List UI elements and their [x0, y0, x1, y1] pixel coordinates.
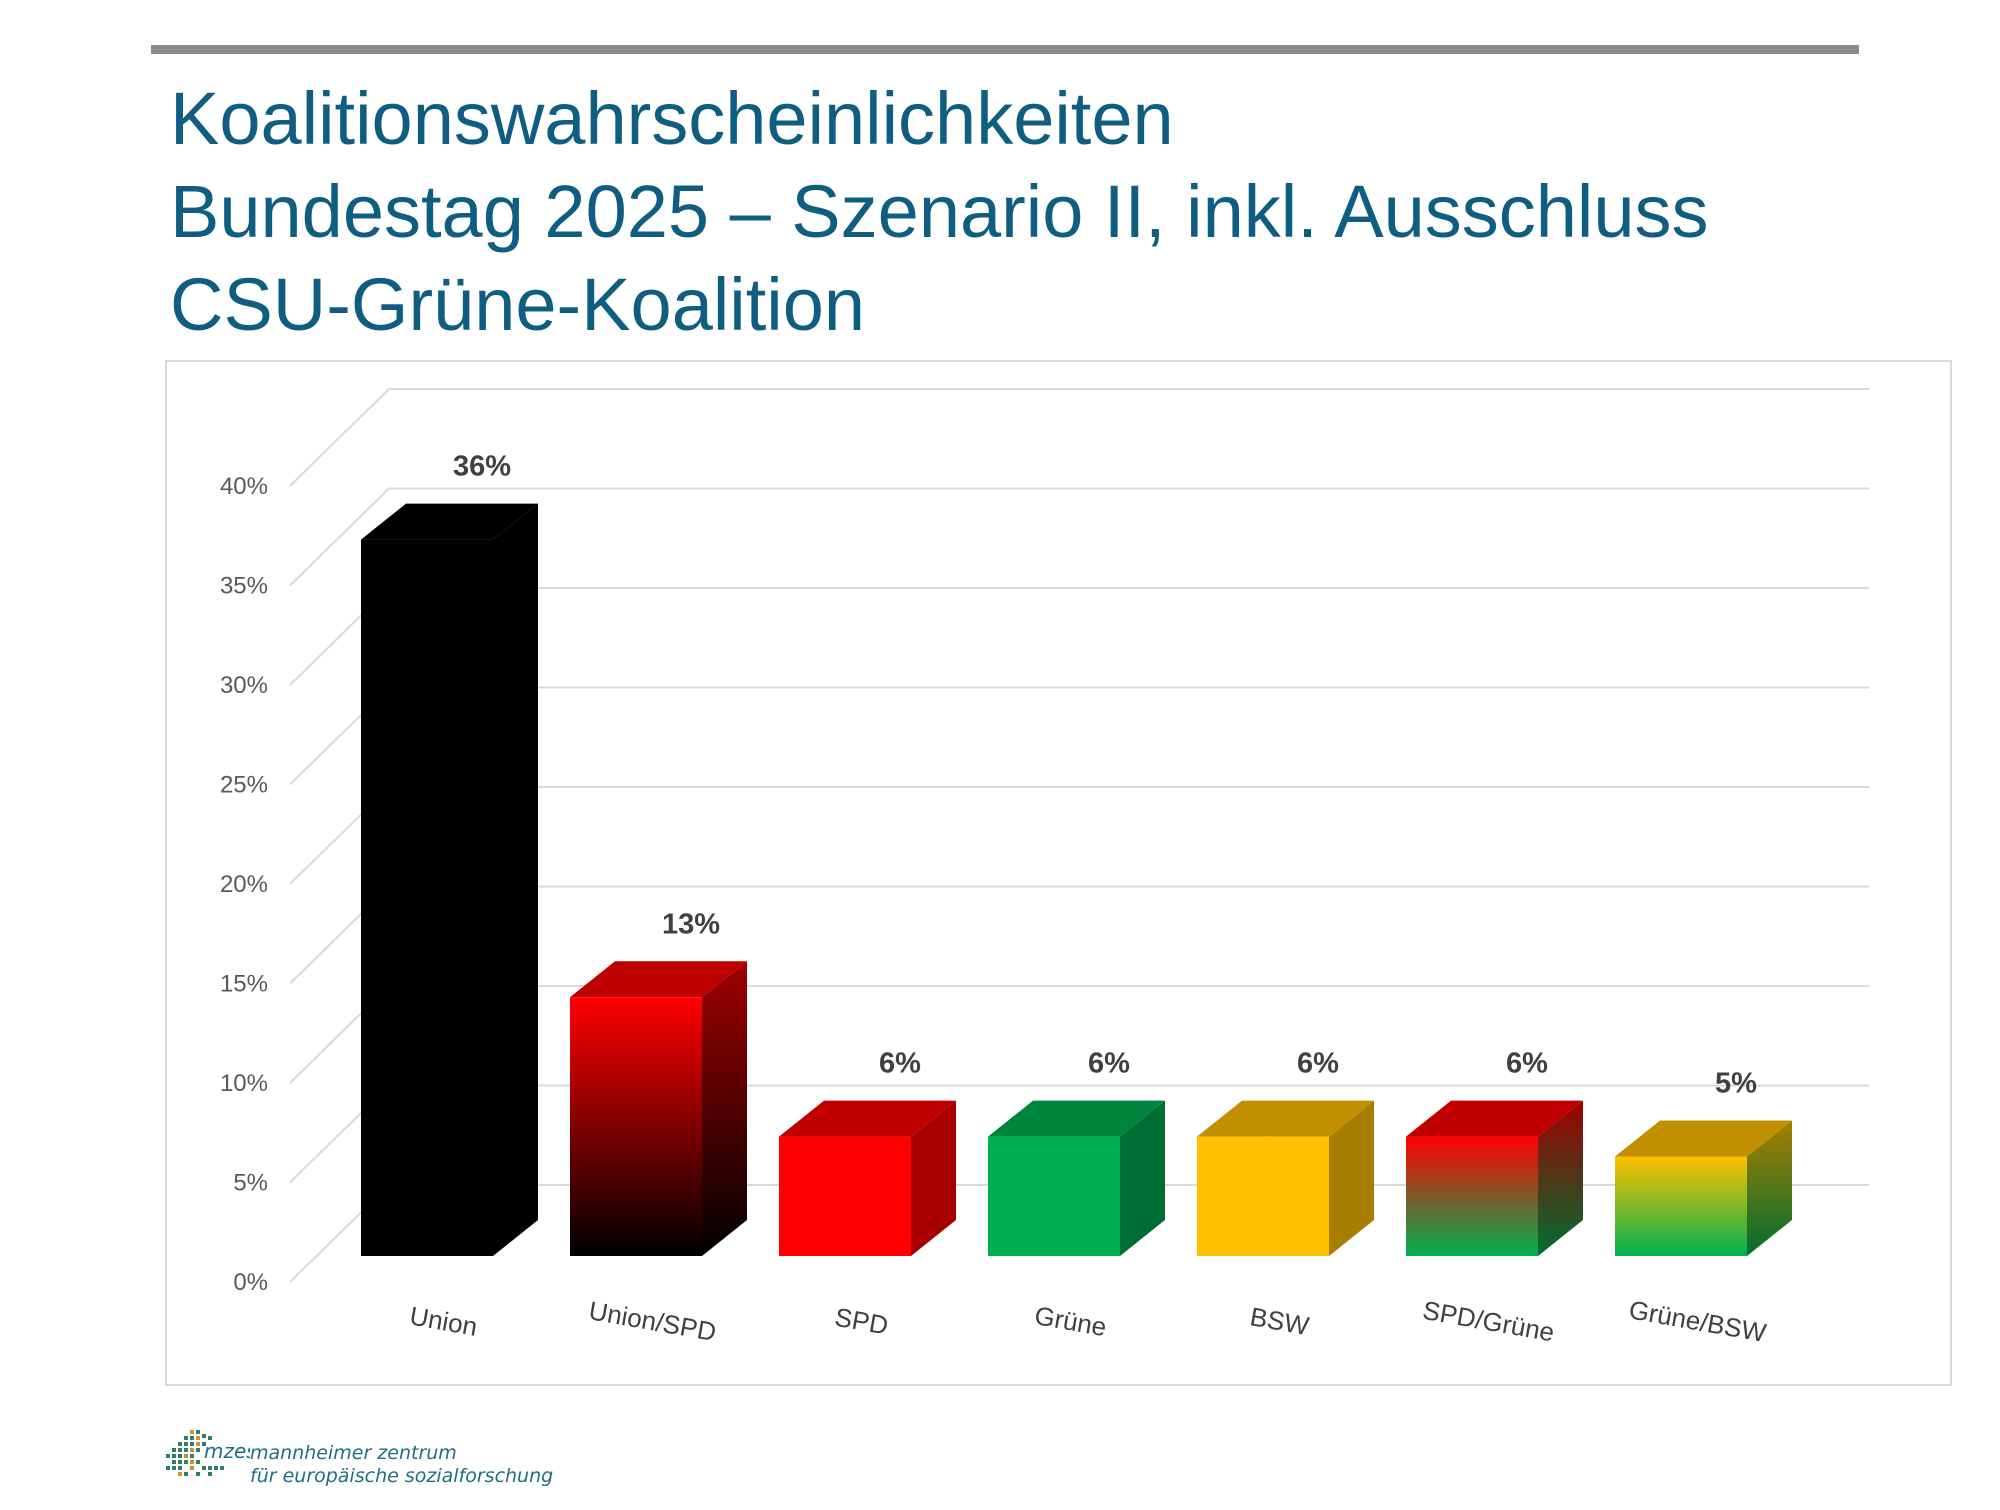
bar-top-face [361, 503, 538, 540]
y-tick-label: 20% [220, 871, 268, 898]
data-label: 13% [662, 908, 720, 940]
title-line-3: CSU-Grüne-Koalition [170, 263, 866, 346]
data-label: 6% [1297, 1048, 1339, 1080]
data-label: 6% [879, 1048, 921, 1080]
bar-side-face [1120, 1100, 1165, 1256]
x-tick-label: Grüne [1032, 1300, 1108, 1342]
x-tick-label: BSW [1248, 1301, 1312, 1341]
bar-side-face [1747, 1120, 1792, 1256]
bar-front-face [1615, 1156, 1747, 1256]
top-divider-bar [151, 45, 1859, 54]
slide-title: Koalitionswahrscheinlichkeiten Bundestag… [170, 72, 1709, 351]
y-tick-label: 10% [220, 1070, 268, 1097]
y-tick-label: 35% [220, 573, 268, 600]
logo-line-2: für europäische sozialforschung [250, 1465, 554, 1487]
bar-front-face [361, 539, 493, 1256]
x-tick-label: SPD/Grüne [1420, 1295, 1556, 1348]
x-tick-label: Grüne/BSW [1627, 1294, 1769, 1348]
grid-diagonal [289, 388, 390, 487]
title-line-1: Koalitionswahrscheinlichkeiten [170, 77, 1174, 160]
grid-diagonal [289, 487, 390, 587]
y-tick-label: 5% [233, 1170, 268, 1197]
bar-spd-gr-ne [1406, 1100, 1583, 1256]
y-tick-label: 40% [220, 473, 268, 500]
bar-front-face [570, 997, 702, 1256]
chart-frame [165, 360, 1952, 1386]
bar-top-face [1615, 1120, 1792, 1157]
bar-union [361, 503, 538, 1257]
y-tick-label: 30% [220, 672, 268, 699]
logo-mark: mzes [204, 1439, 250, 1463]
bar-side-face [1329, 1100, 1374, 1256]
title-line-2: Bundestag 2025 – Szenario II, inkl. Auss… [170, 170, 1709, 253]
logo-dot-map-icon: mzes [166, 1430, 250, 1476]
y-tick-label: 0% [233, 1269, 268, 1296]
bar-front-face [988, 1136, 1120, 1256]
bar-gr-ne-bsw [1615, 1120, 1792, 1256]
logo-line-1: mannheimer zentrum [250, 1442, 457, 1464]
x-tick-label: Union/SPD [587, 1295, 719, 1347]
bar-side-face [702, 961, 747, 1256]
x-tick-label: Union [408, 1300, 480, 1341]
bar-top-face [988, 1100, 1165, 1137]
bar-union-spd [570, 961, 747, 1256]
bar-top-face [1197, 1100, 1374, 1137]
x-tick-label: SPD [833, 1302, 891, 1341]
data-label: 5% [1715, 1068, 1757, 1100]
bar-gr-ne [988, 1100, 1165, 1256]
bar-side-face [911, 1100, 956, 1256]
bar-front-face [1197, 1136, 1329, 1256]
y-tick-label: 15% [220, 971, 268, 998]
bar-front-face [779, 1136, 911, 1256]
bar-side-face [1538, 1100, 1583, 1256]
bar-spd [779, 1100, 956, 1256]
bar-top-face [570, 961, 747, 998]
data-label: 36% [453, 451, 511, 483]
bar-top-face [779, 1100, 956, 1137]
y-tick-label: 25% [220, 772, 268, 799]
bar-bsw [1197, 1100, 1374, 1256]
data-label: 6% [1506, 1048, 1548, 1080]
bar-top-face [1406, 1100, 1583, 1137]
bar-side-face [493, 503, 538, 1257]
data-label: 6% [1088, 1048, 1130, 1080]
bar-front-face [1406, 1136, 1538, 1256]
